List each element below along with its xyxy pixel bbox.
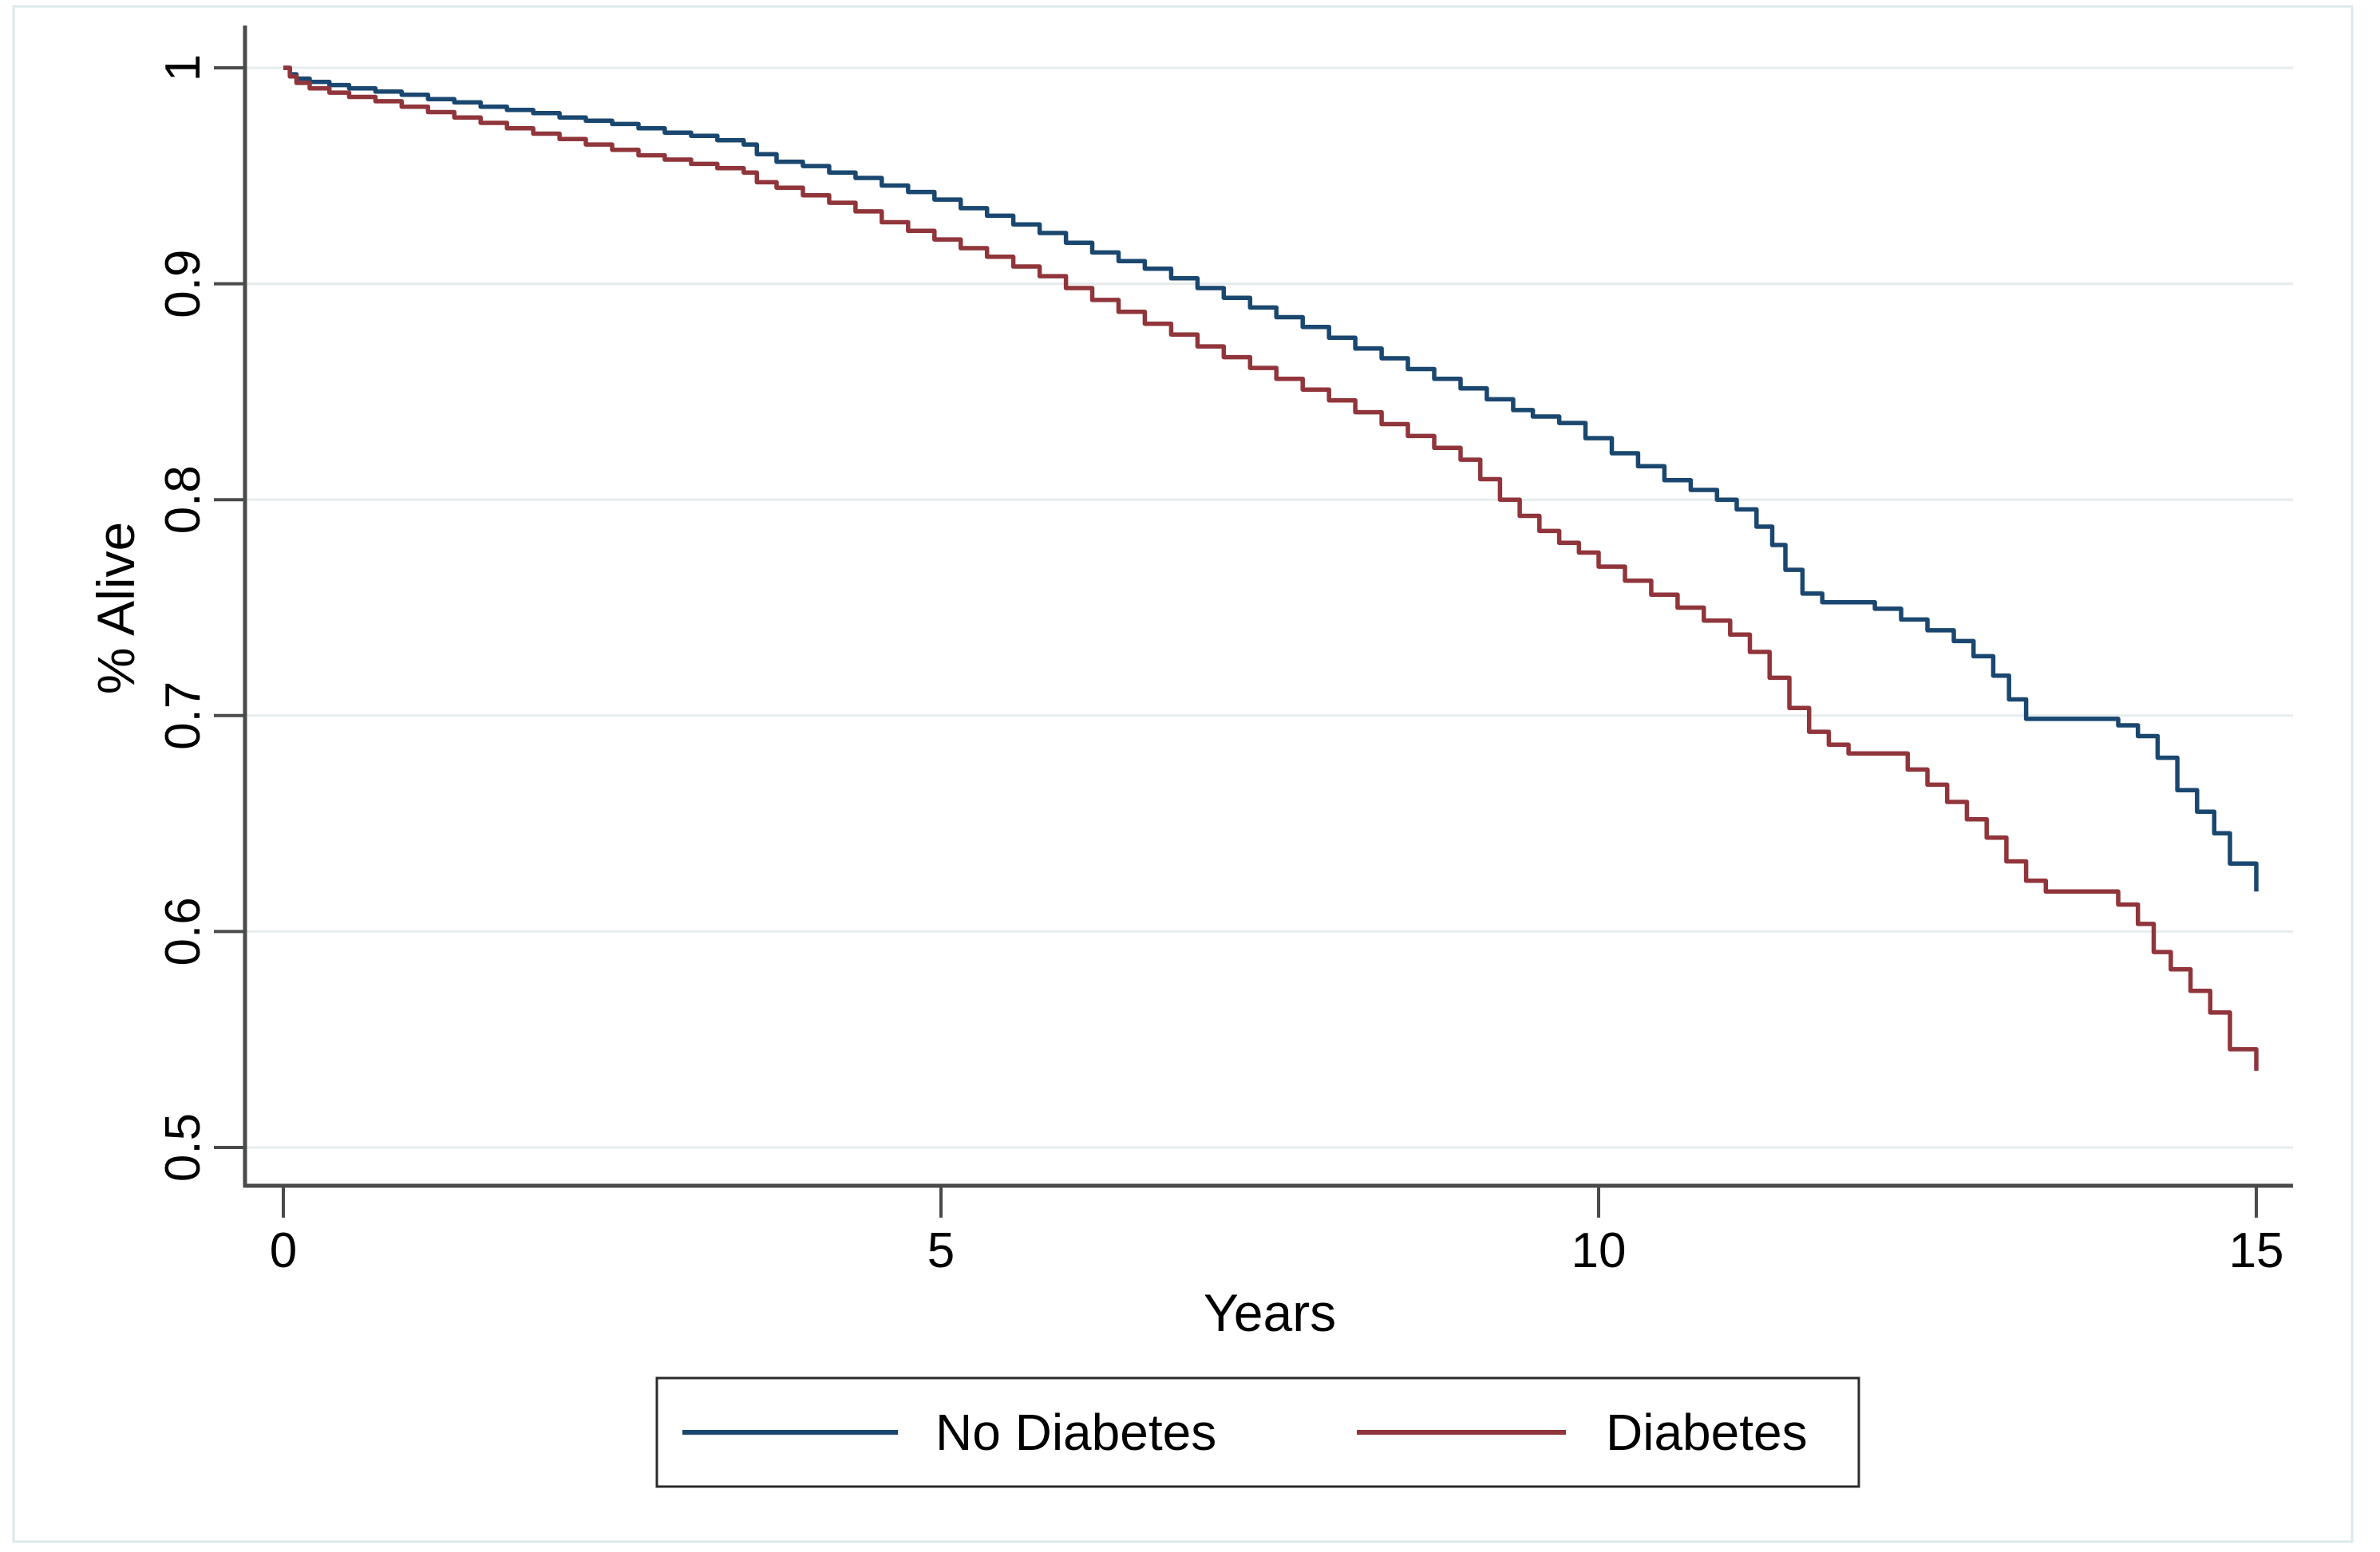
outer-frame xyxy=(12,5,2354,1543)
legend-label-no-diabetes: No Diabetes xyxy=(935,1404,1216,1461)
curve-no-diabetes xyxy=(283,65,2259,892)
x-tick-label: 15 xyxy=(2229,1223,2284,1278)
y-tick-label: 0.8 xyxy=(156,465,211,534)
gridlines xyxy=(245,66,2293,1149)
y-tick-label: 0.5 xyxy=(156,1113,211,1182)
x-tick-label: 10 xyxy=(1572,1223,1627,1278)
y-axis-ticks: 1 0.9 0.8 0.7 0.6 0.5 xyxy=(156,54,243,1182)
legend: No Diabetes Diabetes xyxy=(655,1376,1860,1488)
legend-box xyxy=(655,1376,1860,1488)
y-tick-label: 0.6 xyxy=(156,897,211,966)
legend-label-diabetes: Diabetes xyxy=(1606,1404,1808,1461)
y-tick-label: 0.7 xyxy=(156,681,211,750)
x-tick-label: 5 xyxy=(927,1223,955,1278)
curve-diabetes xyxy=(283,65,2259,1071)
y-axis-title: % Alive xyxy=(86,522,145,694)
y-tick-label: 1 xyxy=(156,54,211,81)
x-tick-label: 0 xyxy=(270,1223,297,1278)
y-tick-label: 0.9 xyxy=(156,249,211,318)
x-axis-title: Years xyxy=(1204,1283,1336,1342)
x-axis-ticks: 0 5 10 15 xyxy=(270,1187,2284,1278)
survival-curves xyxy=(283,65,2259,1071)
